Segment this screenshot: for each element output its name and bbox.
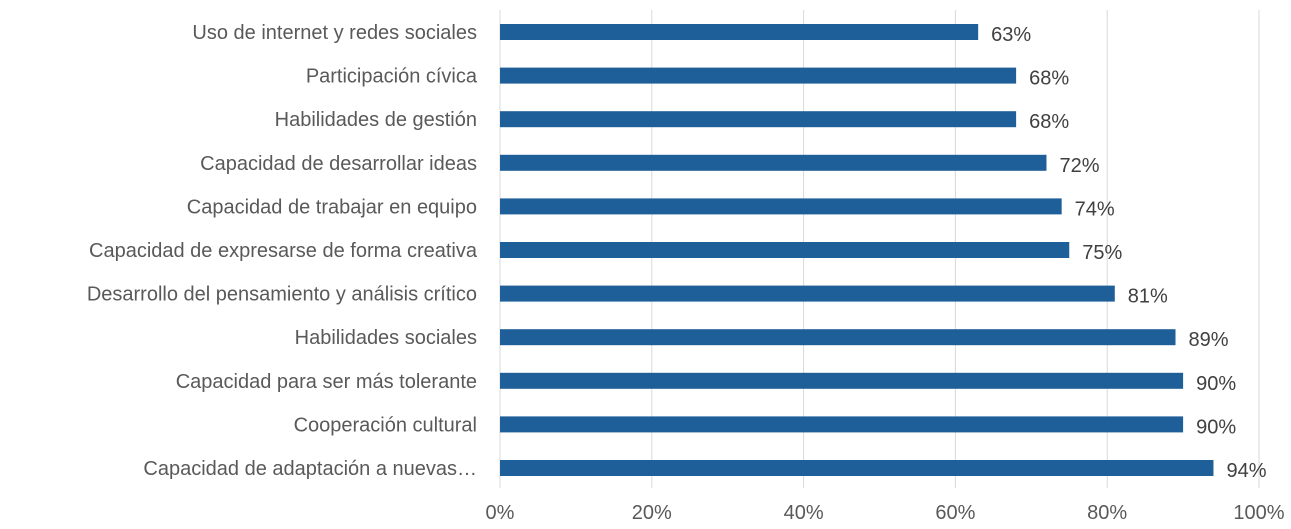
category-label: Capacidad de adaptación a nuevas… (143, 458, 477, 480)
bar (500, 329, 1176, 346)
x-axis-tick-labels: 0% 20% 40% 60% 80% 100% (486, 502, 1285, 524)
data-label: 89% (1189, 329, 1229, 351)
category-label: Participación cívica (306, 66, 478, 88)
x-tick-label: 100% (1233, 502, 1284, 524)
category-labels: Uso de internet y redes sociales Particip… (87, 22, 478, 480)
bar (500, 24, 979, 40)
data-label: 75% (1082, 242, 1122, 264)
data-label: 68% (1029, 111, 1069, 133)
bar (500, 67, 1017, 84)
bar (500, 372, 1184, 389)
category-label: Capacidad de trabajar en equipo (187, 196, 477, 218)
bar (500, 416, 1184, 433)
data-label: 63% (991, 24, 1031, 46)
data-label: 68% (1029, 68, 1069, 90)
category-label: Capacidad para ser más tolerante (176, 371, 477, 393)
category-label: Cooperación cultural (294, 414, 477, 436)
category-label: Habilidades sociales (295, 327, 477, 349)
category-label: Habilidades de gestión (275, 109, 477, 131)
x-tick-label: 80% (1087, 502, 1127, 524)
x-tick-label: 0% (486, 502, 515, 524)
category-label: Desarrollo del pensamiento y análisis cr… (87, 284, 477, 306)
bars (500, 24, 1214, 476)
data-labels: 63% 68% 68% 72% 74% 75% 81% 89% 90% 90% 94% (991, 24, 1267, 482)
data-label: 90% (1196, 416, 1236, 438)
data-label: 90% (1196, 373, 1236, 395)
category-label: Uso de internet y redes sociales (192, 22, 477, 44)
bar (500, 111, 1017, 128)
bar (500, 285, 1115, 302)
bar (500, 242, 1070, 258)
bar (500, 198, 1062, 215)
x-tick-label: 20% (632, 502, 672, 524)
x-tick-label: 60% (935, 502, 975, 524)
x-tick-label: 40% (784, 502, 824, 524)
data-label: 72% (1059, 155, 1099, 177)
category-label: Capacidad de desarrollar ideas (200, 153, 477, 175)
data-label: 81% (1128, 286, 1168, 308)
bar (500, 460, 1214, 476)
category-label: Capacidad de expresarse de forma creativ… (89, 240, 478, 262)
data-label: 94% (1226, 460, 1266, 482)
bar (500, 154, 1047, 171)
data-label: 74% (1075, 198, 1115, 220)
